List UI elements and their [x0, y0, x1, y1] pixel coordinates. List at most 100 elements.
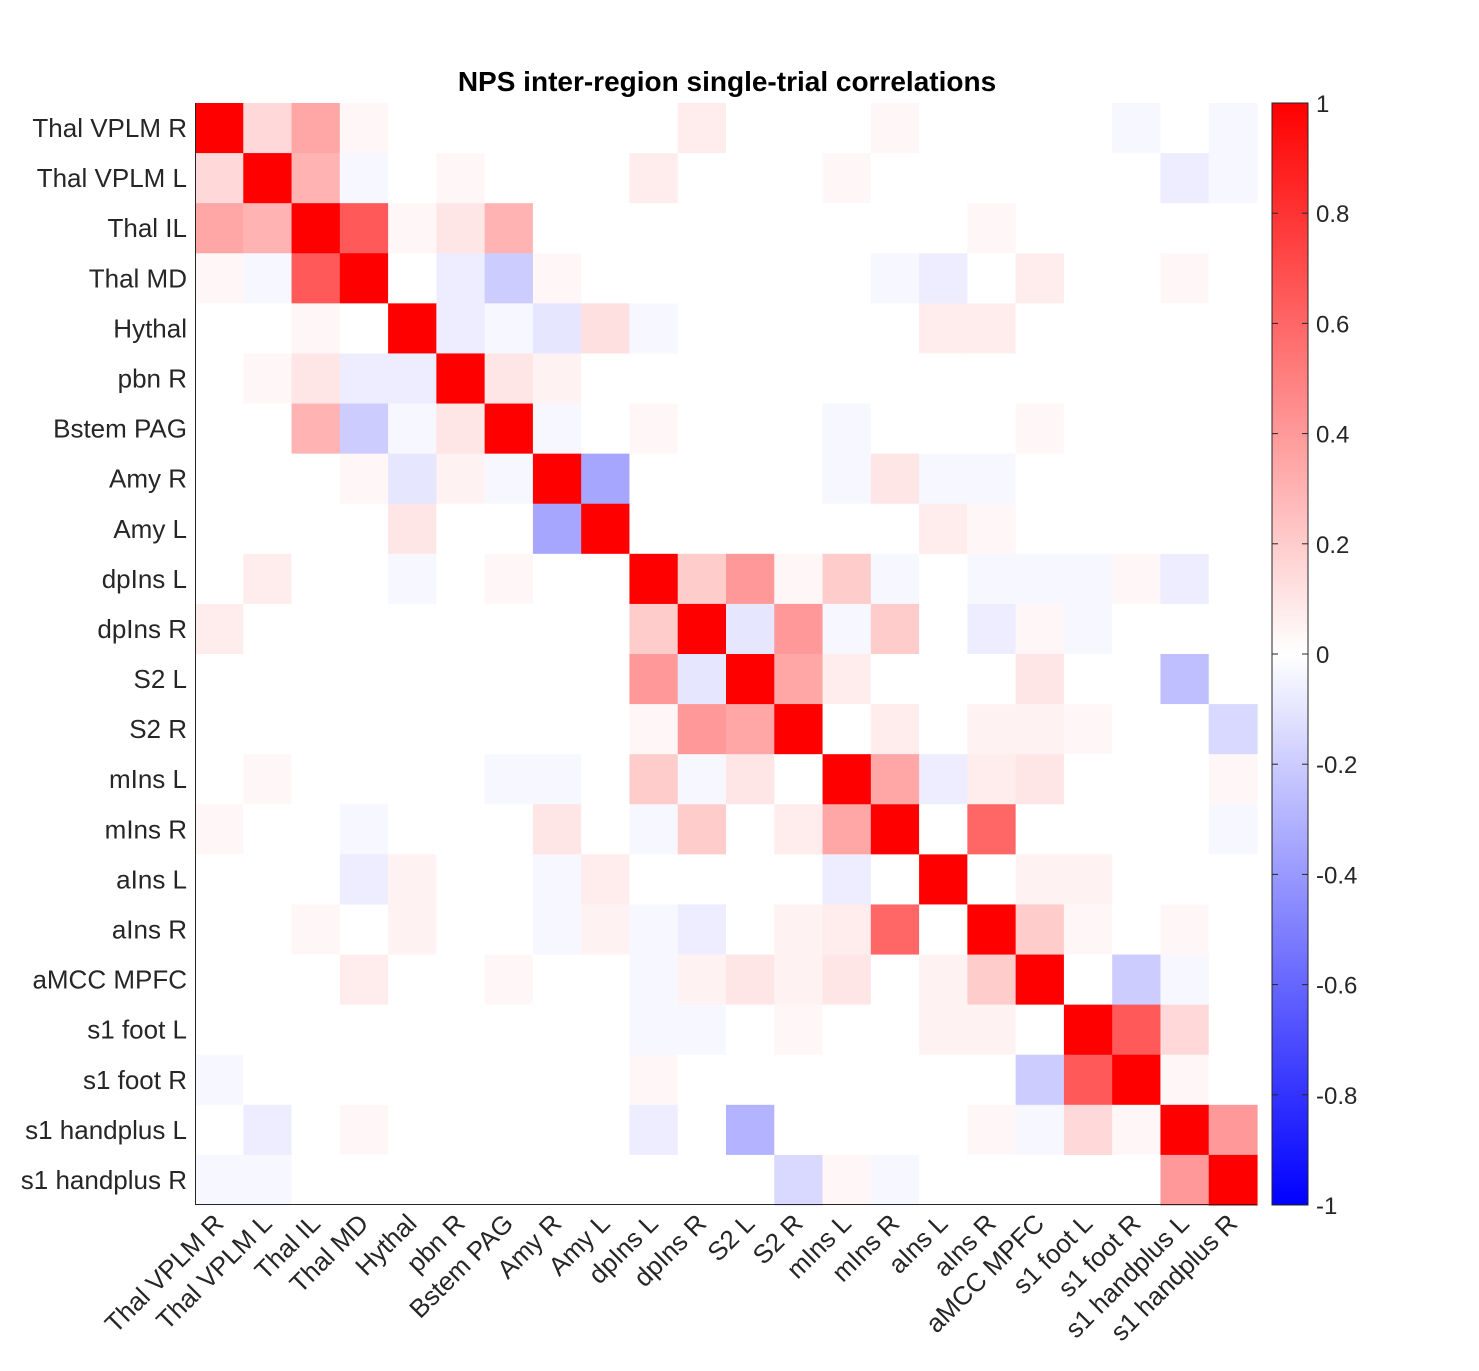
heatmap-cell: [1160, 553, 1210, 605]
heatmap-cell: [870, 453, 920, 505]
heatmap-cell: [1160, 153, 1210, 204]
heatmap-cell: [532, 704, 582, 755]
x-tick-label: S2 L: [701, 1208, 760, 1267]
heatmap-cell: [1112, 904, 1162, 956]
heatmap-cell: [581, 1054, 631, 1106]
heatmap-cell: [870, 353, 920, 405]
heatmap-cell: [532, 353, 582, 405]
heatmap-cell: [1063, 553, 1113, 605]
heatmap-cell: [195, 1054, 244, 1106]
heatmap-cell: [1112, 503, 1162, 555]
heatmap-cell: [822, 203, 872, 254]
heatmap-cell: [243, 654, 293, 705]
heatmap-cell: [532, 854, 582, 906]
heatmap-cell: [919, 253, 968, 304]
heatmap-cell: [1208, 954, 1258, 1006]
heatmap-cell: [532, 904, 582, 956]
heatmap-cell: [195, 253, 244, 304]
heatmap-cell: [339, 654, 389, 705]
heatmap-cell: [243, 153, 293, 204]
heatmap-cell: [1112, 553, 1162, 605]
heatmap-cell: [1160, 1104, 1210, 1156]
heatmap-cell: [919, 553, 968, 605]
heatmap-cell: [243, 553, 293, 605]
heatmap-cell: [243, 203, 293, 254]
heatmap-cell: [291, 203, 341, 254]
heatmap-cell: [726, 503, 775, 555]
heatmap-cell: [629, 1104, 679, 1156]
heatmap-cell: [1112, 403, 1162, 455]
heatmap-cell: [919, 954, 968, 1006]
heatmap-cell: [195, 854, 244, 906]
heatmap-cell: [339, 353, 389, 405]
heatmap-cell: [1160, 453, 1210, 505]
heatmap-cell: [822, 553, 872, 605]
heatmap-cell: [919, 754, 968, 805]
heatmap-cell: [726, 1004, 775, 1056]
heatmap-cell: [388, 203, 437, 254]
heatmap-cell: [677, 203, 727, 254]
heatmap-cell: [195, 553, 244, 605]
heatmap-cell: [339, 804, 389, 855]
heatmap-cell: [388, 153, 437, 204]
heatmap-cell: [532, 603, 582, 655]
colorbar-tick-label: 1: [1316, 91, 1329, 118]
heatmap-cell: [1063, 253, 1113, 304]
heatmap-cell: [195, 654, 244, 705]
heatmap-cell: [195, 904, 244, 956]
heatmap-cell: [1112, 754, 1162, 805]
heatmap-cell: [388, 553, 437, 605]
heatmap-cell: [339, 253, 389, 304]
colorbar: 1 0.8 0.6 0.4 0.2 0 -0.2 -0.4 -0.6 -0.8 -1: [1271, 91, 1357, 1220]
heatmap-cell: [388, 754, 437, 805]
heatmap-cell: [436, 153, 486, 204]
heatmap-cell: [243, 253, 293, 304]
heatmap-cell: [1208, 103, 1258, 154]
heatmap-cell: [291, 704, 341, 755]
axes-lines: [195, 103, 1257, 1205]
heatmap-cell: [436, 353, 486, 405]
y-tick-label: s1 foot L: [87, 1015, 187, 1045]
heatmap-cell: [1112, 854, 1162, 906]
heatmap-cell: [1063, 1154, 1113, 1206]
heatmap-cell: [1208, 654, 1258, 705]
heatmap-cell: [484, 754, 534, 805]
colorbar-tick-label: 0.2: [1316, 532, 1349, 559]
heatmap-cell: [677, 253, 727, 304]
heatmap-cell: [532, 1154, 582, 1206]
heatmap-cell: [581, 1004, 631, 1056]
heatmap-cell: [629, 704, 679, 755]
heatmap-cell: [388, 804, 437, 855]
heatmap-cell: [436, 253, 486, 304]
heatmap-cell: [243, 1004, 293, 1056]
heatmap-cell: [1160, 503, 1210, 555]
heatmap-cell: [339, 704, 389, 755]
heatmap-cell: [677, 603, 727, 655]
heatmap-cell: [1208, 253, 1258, 304]
heatmap-cell: [1015, 654, 1065, 705]
heatmap-cell: [484, 954, 534, 1006]
colorbar-tick-label: 0.4: [1316, 422, 1349, 449]
heatmap-cell: [822, 1154, 872, 1206]
heatmap-cell: [581, 553, 631, 605]
heatmap-cell: [870, 253, 920, 304]
heatmap-cell: [388, 1054, 437, 1106]
heatmap-cell: [726, 904, 775, 956]
y-tick-label: dpIns L: [102, 564, 187, 594]
heatmap-cell: [291, 253, 341, 304]
heatmap-cell: [388, 1154, 437, 1206]
heatmap-cell: [195, 954, 244, 1006]
heatmap-cell: [774, 1004, 824, 1056]
heatmap-cell: [822, 954, 872, 1006]
y-tick-label: Thal VPLM L: [37, 163, 187, 193]
heatmap-cell: [919, 1104, 968, 1156]
heatmap-cell: [436, 954, 486, 1006]
heatmap-cell: [1208, 754, 1258, 805]
heatmap-cell: [195, 503, 244, 555]
heatmap-cell: [532, 203, 582, 254]
y-tick-label: s1 handplus R: [21, 1165, 187, 1195]
heatmap-cell: [291, 603, 341, 655]
heatmap-cell: [484, 1004, 534, 1056]
